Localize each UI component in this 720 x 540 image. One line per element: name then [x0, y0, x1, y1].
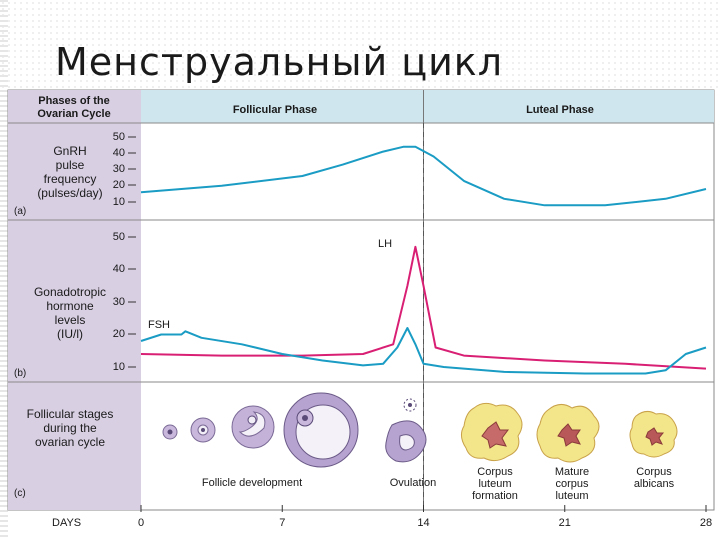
primary-follicle — [190, 417, 216, 443]
header-left-line1: Phases of the — [38, 95, 110, 107]
panel-a-label-line: GnRH — [53, 144, 86, 158]
panel-b-label-line: hormone — [46, 299, 94, 313]
lh-series-label: LH — [378, 238, 392, 250]
panel-c-label-line: ovarian cycle — [35, 435, 105, 449]
day-tick-label: 0 — [138, 517, 144, 529]
panel-b-label: Gonadotropic hormone levels (IU/l) (b) — [14, 285, 106, 379]
slide-title: Менструальный цикл — [55, 40, 504, 84]
panel-b-label-line: levels — [55, 313, 86, 327]
corpus-albicans — [629, 410, 678, 458]
corpus-luteum-formation — [460, 402, 523, 462]
y-tick-label: 20 — [113, 179, 125, 191]
day-tick-label: 21 — [559, 517, 571, 529]
title-background-dots — [0, 0, 720, 92]
follicle-development-illustrations — [162, 392, 678, 468]
y-tick-label: 40 — [113, 263, 125, 275]
secondary-follicle — [231, 405, 275, 449]
days-axis: 0 7 14 21 28 — [138, 505, 712, 529]
panel-a-label-line: pulse — [56, 158, 85, 172]
y-tick-label: 20 — [113, 328, 125, 340]
stage-captions: Follicle development Ovulation Corpus lu… — [202, 466, 675, 502]
panel-b-label-line: Gonadotropic — [34, 285, 106, 299]
y-tick-label: 40 — [113, 147, 125, 159]
panel-a-label: GnRH pulse frequency (pulses/day) (a) — [14, 144, 103, 217]
lh-curve — [140, 245, 707, 370]
mature-corpus-luteum — [536, 404, 600, 463]
stage-caption: formation — [472, 490, 518, 502]
panel-b-tag: (b) — [14, 368, 26, 379]
stage-caption: Mature — [555, 466, 589, 478]
panel-a-y-axis: 50 40 30 20 10 — [113, 131, 136, 208]
panel-a-label-line: (pulses/day) — [37, 186, 102, 200]
stage-caption: Follicle development — [202, 477, 302, 489]
panel-b-y-axis: 50 40 30 20 10 — [113, 231, 136, 373]
slide-edge-decoration — [0, 0, 8, 540]
luteal-phase-header: Luteal Phase — [526, 104, 594, 116]
day-tick-label: 14 — [417, 517, 429, 529]
stage-caption: Ovulation — [390, 477, 436, 489]
stage-caption: luteum — [555, 490, 588, 502]
stage-caption: Corpus — [477, 466, 513, 478]
ovulating-follicle — [385, 398, 427, 463]
y-tick-label: 50 — [113, 231, 125, 243]
stage-caption: luteum — [478, 478, 511, 490]
panel-a-label-line: frequency — [44, 172, 97, 186]
panel-b-label-line: (IU/l) — [57, 327, 83, 341]
stage-caption: Corpus — [636, 466, 672, 478]
panel-c-label-line: Follicular stages — [27, 407, 114, 421]
days-axis-label: DAYS — [52, 517, 81, 529]
stage-caption: albicans — [634, 478, 675, 490]
fsh-curve — [140, 327, 707, 375]
left-label-column — [8, 90, 141, 510]
y-tick-label: 10 — [113, 361, 125, 373]
stage-caption: corpus — [555, 478, 589, 490]
y-tick-label: 10 — [113, 196, 125, 208]
day-tick-label: 28 — [700, 517, 712, 529]
panel-a-tag: (a) — [14, 206, 26, 217]
header-left-line2: Ovarian Cycle — [37, 108, 110, 120]
y-tick-label: 30 — [113, 163, 125, 175]
y-tick-label: 30 — [113, 296, 125, 308]
day-tick-label: 7 — [279, 517, 285, 529]
tertiary-follicle — [283, 392, 359, 468]
panel-c-label-line: during the — [43, 421, 97, 435]
follicular-phase-header: Follicular Phase — [233, 104, 317, 116]
gnrh-curve — [140, 145, 707, 207]
panel-c-label: Follicular stages during the ovarian cyc… — [14, 407, 113, 499]
panel-c-tag: (c) — [14, 488, 26, 499]
fsh-series-label: FSH — [148, 319, 170, 331]
y-tick-label: 50 — [113, 131, 125, 143]
primordial-follicle — [162, 424, 178, 440]
